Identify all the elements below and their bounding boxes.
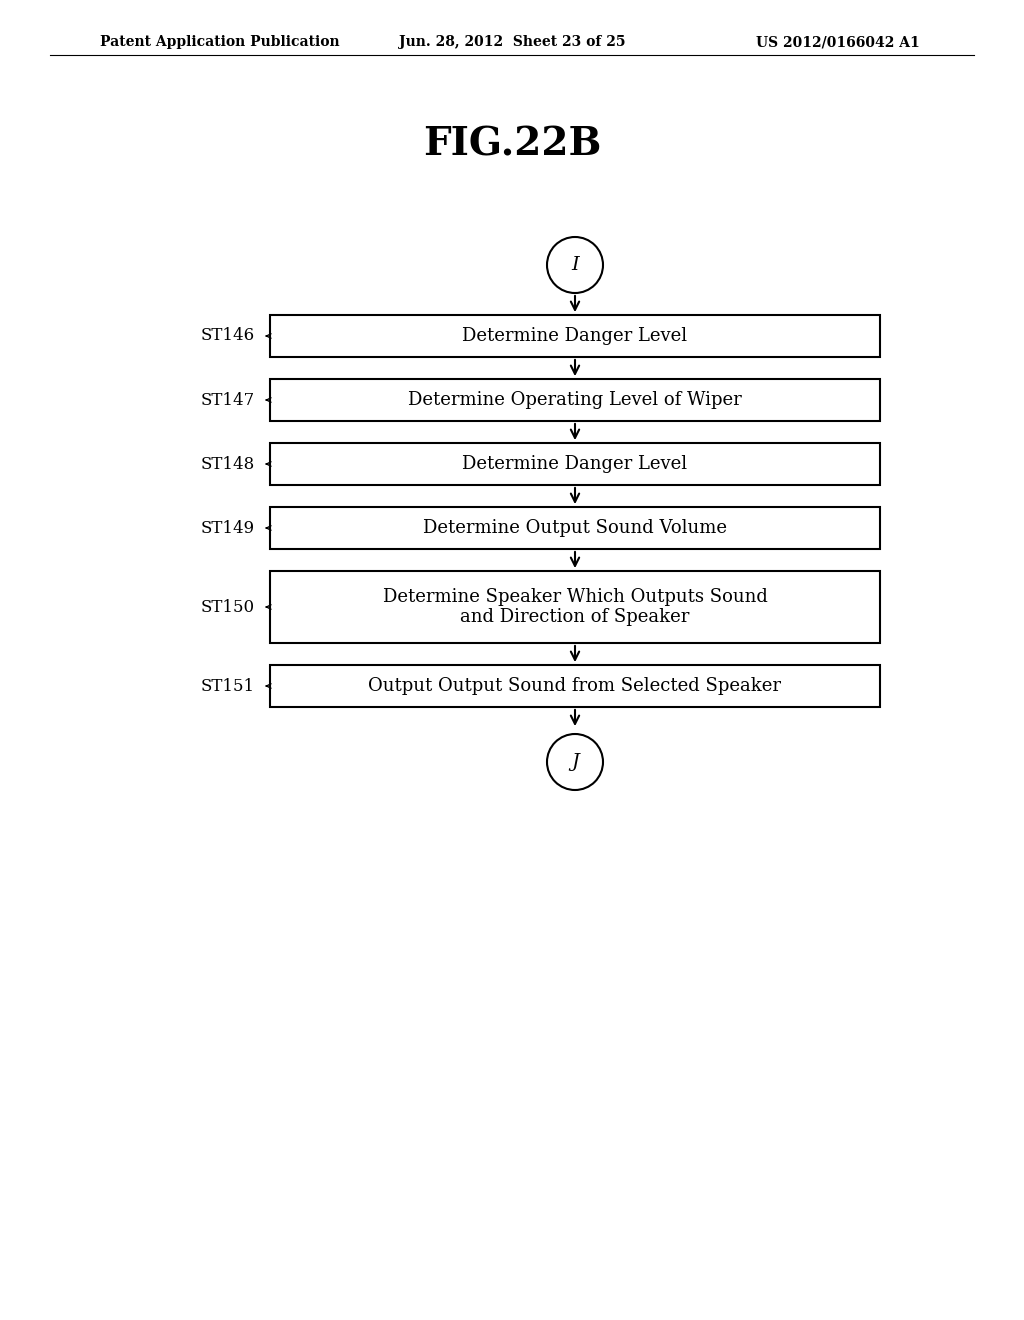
Text: Determine Speaker Which Outputs Sound
and Direction of Speaker: Determine Speaker Which Outputs Sound an… xyxy=(383,587,767,627)
FancyBboxPatch shape xyxy=(270,572,880,643)
Text: ST146: ST146 xyxy=(201,327,255,345)
Text: ST150: ST150 xyxy=(201,598,255,615)
FancyBboxPatch shape xyxy=(270,379,880,421)
Text: Determine Output Sound Volume: Determine Output Sound Volume xyxy=(423,519,727,537)
FancyBboxPatch shape xyxy=(270,507,880,549)
Text: ST149: ST149 xyxy=(201,520,255,536)
FancyBboxPatch shape xyxy=(270,315,880,356)
Text: I: I xyxy=(571,256,579,275)
Text: ST147: ST147 xyxy=(201,392,255,408)
Text: Output Output Sound from Selected Speaker: Output Output Sound from Selected Speake… xyxy=(369,677,781,696)
Text: Determine Operating Level of Wiper: Determine Operating Level of Wiper xyxy=(409,391,741,409)
Text: ST151: ST151 xyxy=(201,677,255,694)
FancyBboxPatch shape xyxy=(270,665,880,708)
Text: FIG.22B: FIG.22B xyxy=(423,125,601,162)
Text: Determine Danger Level: Determine Danger Level xyxy=(463,327,687,345)
Text: ST148: ST148 xyxy=(201,455,255,473)
Text: Determine Danger Level: Determine Danger Level xyxy=(463,455,687,473)
FancyBboxPatch shape xyxy=(270,444,880,484)
Text: J: J xyxy=(571,752,579,771)
Text: US 2012/0166042 A1: US 2012/0166042 A1 xyxy=(757,36,920,49)
Text: Patent Application Publication: Patent Application Publication xyxy=(100,36,340,49)
Text: Jun. 28, 2012  Sheet 23 of 25: Jun. 28, 2012 Sheet 23 of 25 xyxy=(398,36,626,49)
